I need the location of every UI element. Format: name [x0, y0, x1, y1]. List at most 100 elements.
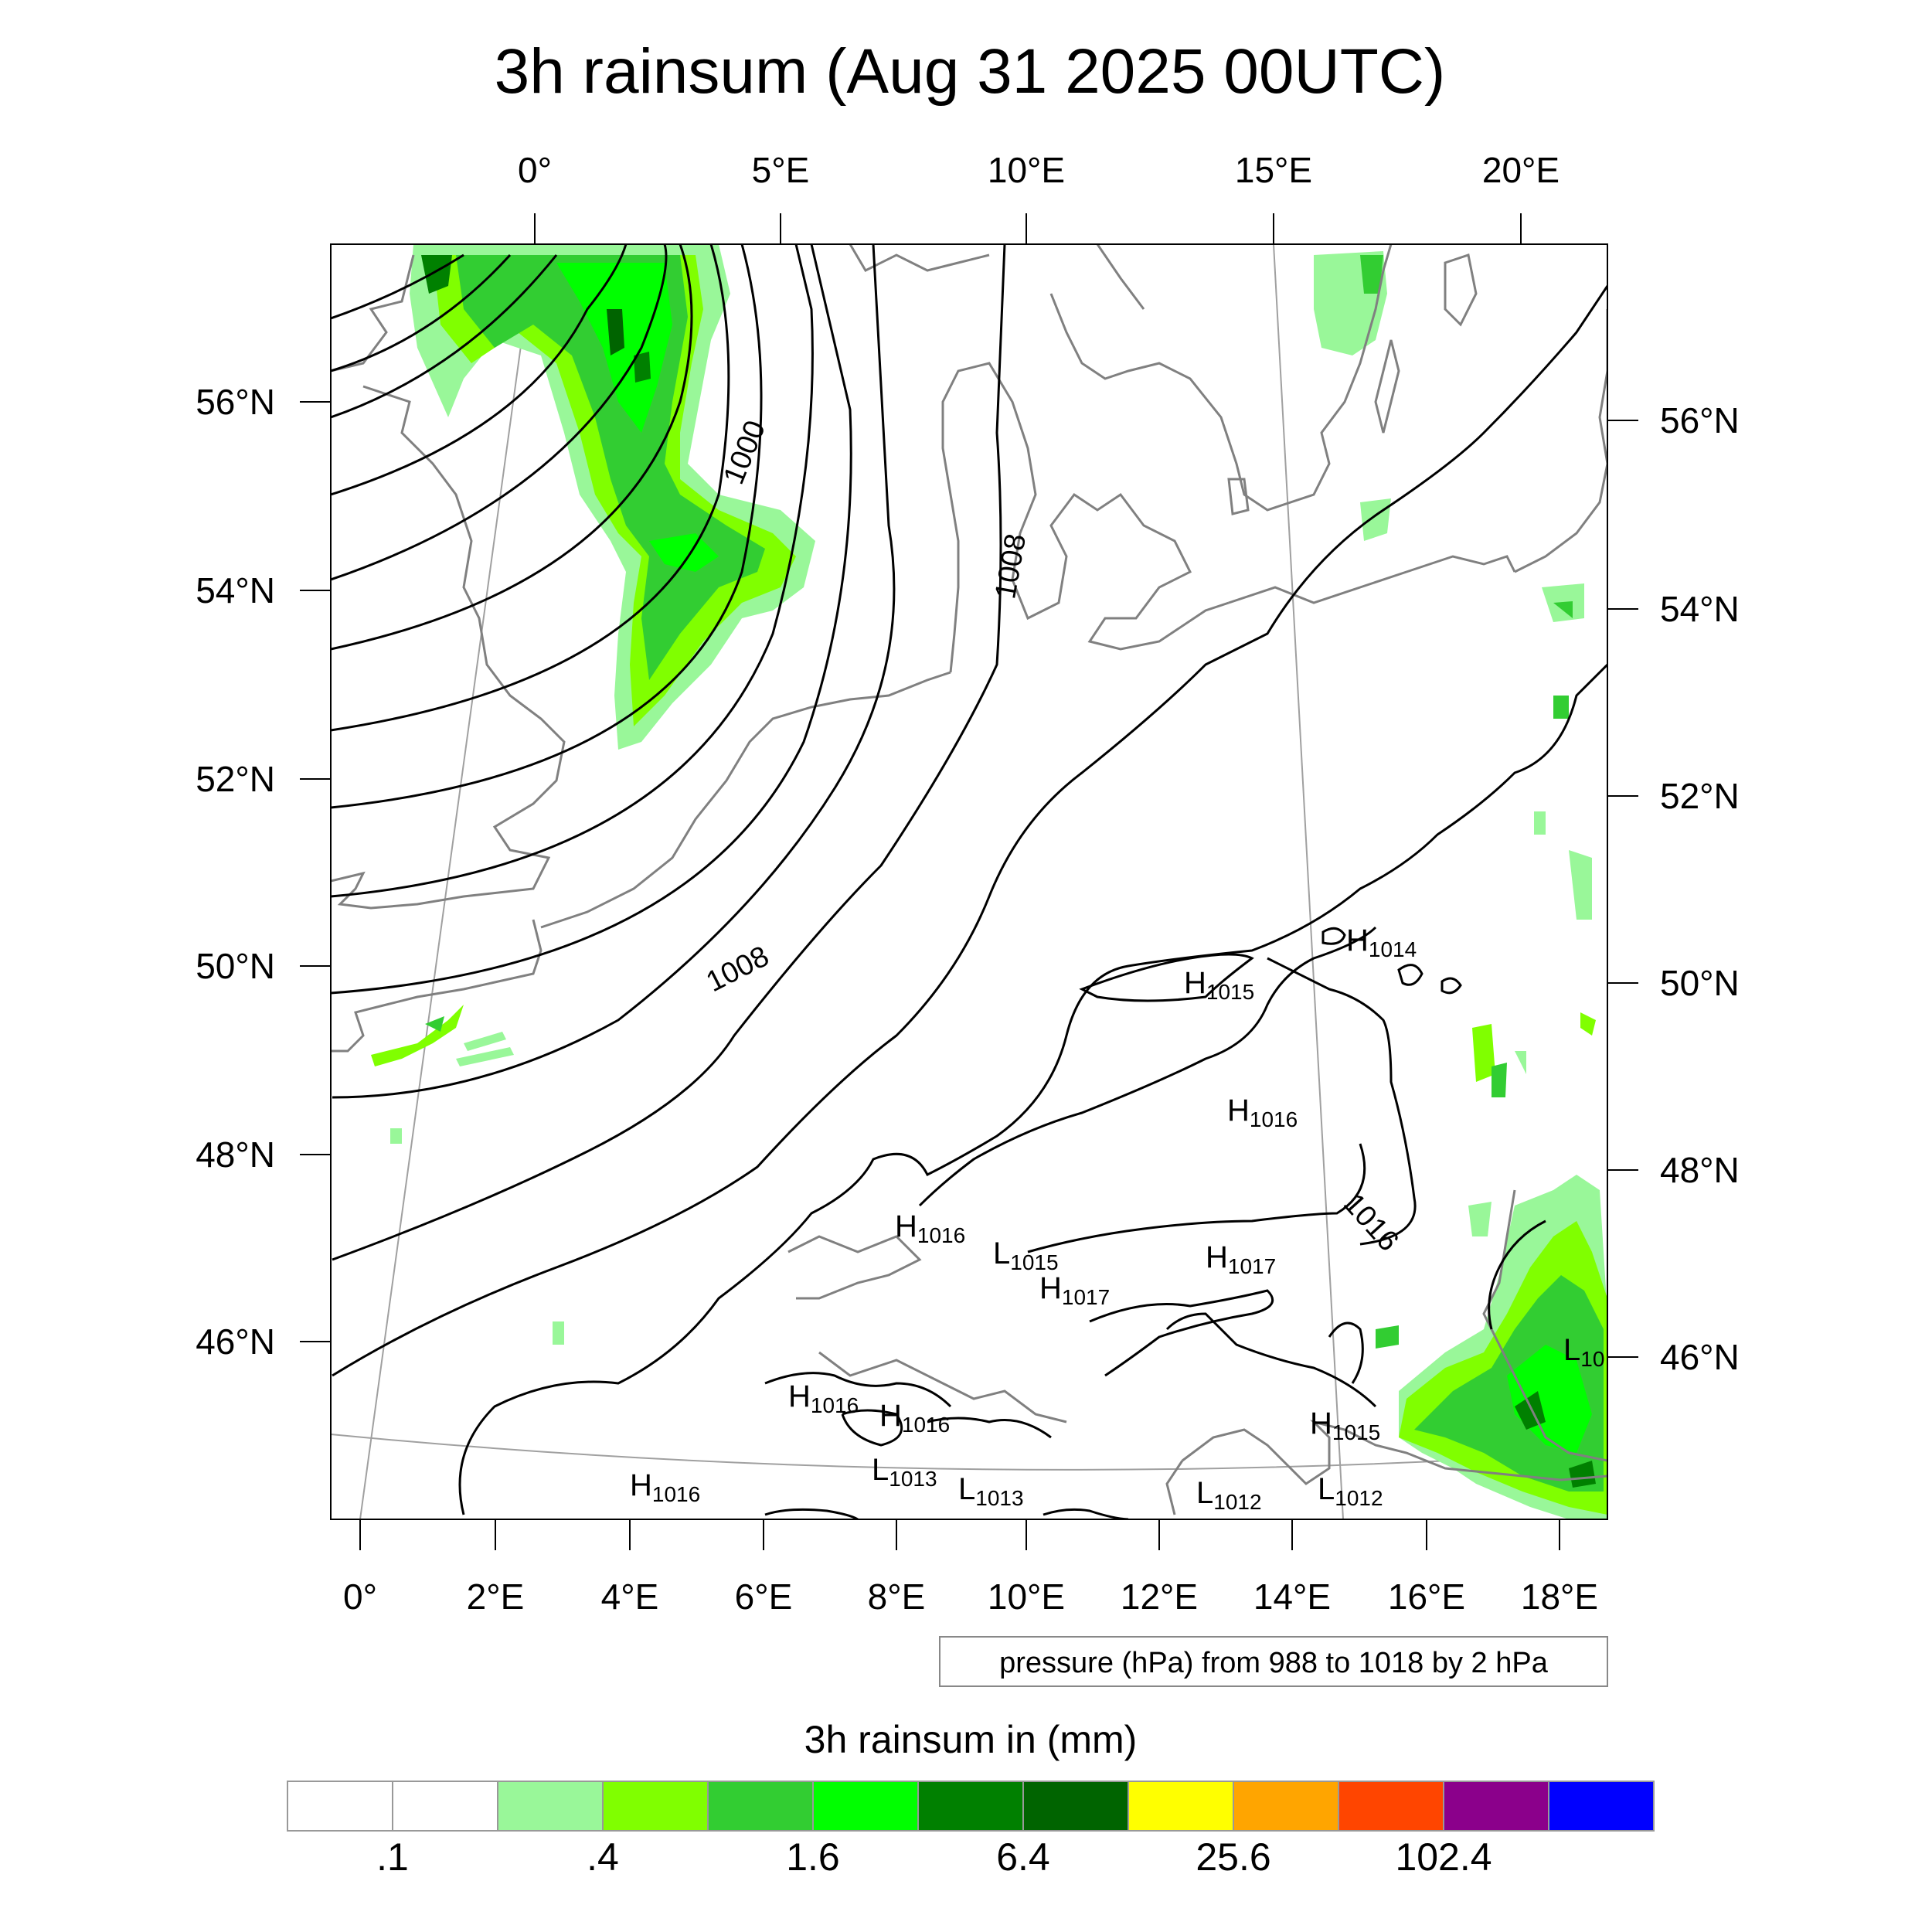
- colorbar-swatch: [287, 1781, 393, 1832]
- coast-baltic-east: [1514, 309, 1607, 573]
- coast-oland: [1374, 339, 1400, 434]
- colorbar-title: 3h rainsum in (mm): [804, 1718, 1138, 1761]
- colorbar-swatch: [1443, 1781, 1549, 1832]
- pressure-center: H1015: [1184, 966, 1254, 1004]
- coast-bornholm: [1227, 478, 1250, 515]
- plot-frame: [330, 243, 1608, 1520]
- pressure-center: L1013: [872, 1453, 937, 1491]
- coast-sweden: [1049, 244, 1393, 512]
- pressure-center: H1016: [788, 1379, 859, 1417]
- lat-label: 52°N: [196, 759, 275, 799]
- lon-label: 10°E: [988, 1577, 1065, 1617]
- meridian-0: [359, 244, 536, 1519]
- colorbar-swatch: [497, 1781, 604, 1832]
- lon-label: 0°: [343, 1577, 377, 1617]
- colorbar-swatch: [1233, 1781, 1339, 1832]
- coast-gotland: [1444, 253, 1478, 327]
- pressure-center: L1012: [1318, 1472, 1383, 1510]
- meridian-15e: [1273, 244, 1344, 1519]
- rain-channel: [371, 1005, 514, 1066]
- lon-label: 20°E: [1482, 150, 1560, 190]
- coast-germany-poland: [1228, 555, 1516, 604]
- contour-info-text: pressure (hPa) from 988 to 1018 by 2 hPa: [999, 1647, 1549, 1679]
- lat-label: 46°N: [196, 1321, 275, 1362]
- lat-label: 50°N: [196, 946, 275, 986]
- pressure-center: L1013: [958, 1472, 1024, 1510]
- pressure-center: L1012: [1196, 1476, 1262, 1514]
- colorbar-swatch: [707, 1781, 814, 1832]
- pressure-center: H1016: [895, 1209, 965, 1247]
- pressure-center: H1015: [1310, 1406, 1380, 1444]
- colorbar-swatch: [917, 1781, 1024, 1832]
- border-alps: [818, 1351, 1067, 1423]
- lat-label: 56°N: [196, 382, 275, 422]
- left-lat-labels: 56°N 54°N 52°N 50°N 48°N 46°N: [196, 382, 275, 1362]
- lat-label: 54°N: [1660, 589, 1740, 629]
- lon-label: 14°E: [1253, 1577, 1331, 1617]
- pressure-center: H1017: [1206, 1240, 1276, 1278]
- lon-label: 16°E: [1388, 1577, 1465, 1617]
- coast-denmark: [941, 362, 1230, 673]
- pressure-center: H1017: [1039, 1271, 1110, 1309]
- colorbar-label: 102.4: [1395, 1835, 1492, 1879]
- pressure-center: H1016: [630, 1468, 700, 1506]
- lon-label: 2°E: [467, 1577, 525, 1617]
- lon-label: 18°E: [1521, 1577, 1598, 1617]
- right-lat-labels: 56°N 54°N 52°N 50°N 48°N 46°N: [1660, 400, 1740, 1377]
- coast-norway: [849, 244, 1145, 310]
- contour-info-box: pressure (hPa) from 988 to 1018 by 2 hPa: [939, 1636, 1608, 1687]
- coast-adriatic: [1182, 1420, 1607, 1485]
- border-ch: [787, 1235, 922, 1300]
- bottom-lon-axis: [359, 1519, 1560, 1550]
- lat-label: 56°N: [1660, 400, 1740, 440]
- map-title: 3h rainsum (Aug 31 2025 00UTC): [495, 36, 1446, 107]
- lat-label: 48°N: [196, 1134, 275, 1175]
- coast-italy-north: [1165, 1460, 1184, 1515]
- lat-label: 46°N: [1660, 1337, 1740, 1377]
- lon-label: 8°E: [868, 1577, 926, 1617]
- rain-balkans: [390, 1024, 1607, 1519]
- colorbar-label: .4: [587, 1835, 619, 1879]
- pressure-center: H1016: [1227, 1094, 1298, 1131]
- pressure-center: H1016: [879, 1399, 950, 1437]
- lon-label: 12°E: [1121, 1577, 1198, 1617]
- rain-shading: [371, 244, 1607, 1519]
- pressure-centers: H1014 H1015 H1016 H1016 L1015 H1017 H101…: [630, 923, 1604, 1514]
- lon-label: 0°: [518, 150, 552, 190]
- lon-label: 15°E: [1235, 150, 1312, 190]
- pressure-center: H1014: [1346, 923, 1417, 961]
- colorbar-label: .1: [376, 1835, 409, 1879]
- right-lat-axis: [1607, 420, 1638, 1358]
- colorbar-swatch: [1022, 1781, 1129, 1832]
- lon-label: 6°E: [735, 1577, 793, 1617]
- coast-benelux: [540, 671, 951, 929]
- left-lat-axis: [300, 401, 331, 1342]
- colorbar-labels: .1 .4 1.6 6.4 25.6 102.4: [376, 1835, 1492, 1879]
- colorbar-swatch: [1128, 1781, 1234, 1832]
- colorbar: [287, 1781, 1655, 1832]
- pressure-center: L1015: [993, 1236, 1059, 1274]
- lat-label: 52°N: [1660, 776, 1740, 816]
- lon-label: 10°E: [988, 150, 1065, 190]
- lat-label: 54°N: [196, 570, 275, 611]
- colorbar-swatch: [392, 1781, 498, 1832]
- lat-label: 48°N: [1660, 1150, 1740, 1190]
- rain-north-sea-band: [410, 244, 815, 750]
- bottom-lon-labels: 0° 2°E 4°E 6°E 8°E 10°E 12°E 14°E 16°E 1…: [343, 1577, 1598, 1617]
- coastlines: [331, 244, 1607, 1515]
- colorbar-swatch: [1548, 1781, 1655, 1832]
- parallel-45n: [331, 1434, 1607, 1471]
- colorbar-swatch: [602, 1781, 709, 1832]
- colorbar-swatch: [812, 1781, 919, 1832]
- pressure-center: L10: [1563, 1333, 1604, 1371]
- colorbar-label: 6.4: [996, 1835, 1050, 1879]
- top-lon-labels: 0° 5°E 10°E 15°E 20°E: [518, 150, 1560, 190]
- colorbar-label: 1.6: [786, 1835, 840, 1879]
- coast-france: [331, 919, 543, 1053]
- colorbar-swatch: [1338, 1781, 1444, 1832]
- isobars: [331, 244, 1607, 1519]
- lon-label: 5°E: [752, 150, 810, 190]
- lat-label: 50°N: [1660, 963, 1740, 1003]
- lon-label: 4°E: [601, 1577, 659, 1617]
